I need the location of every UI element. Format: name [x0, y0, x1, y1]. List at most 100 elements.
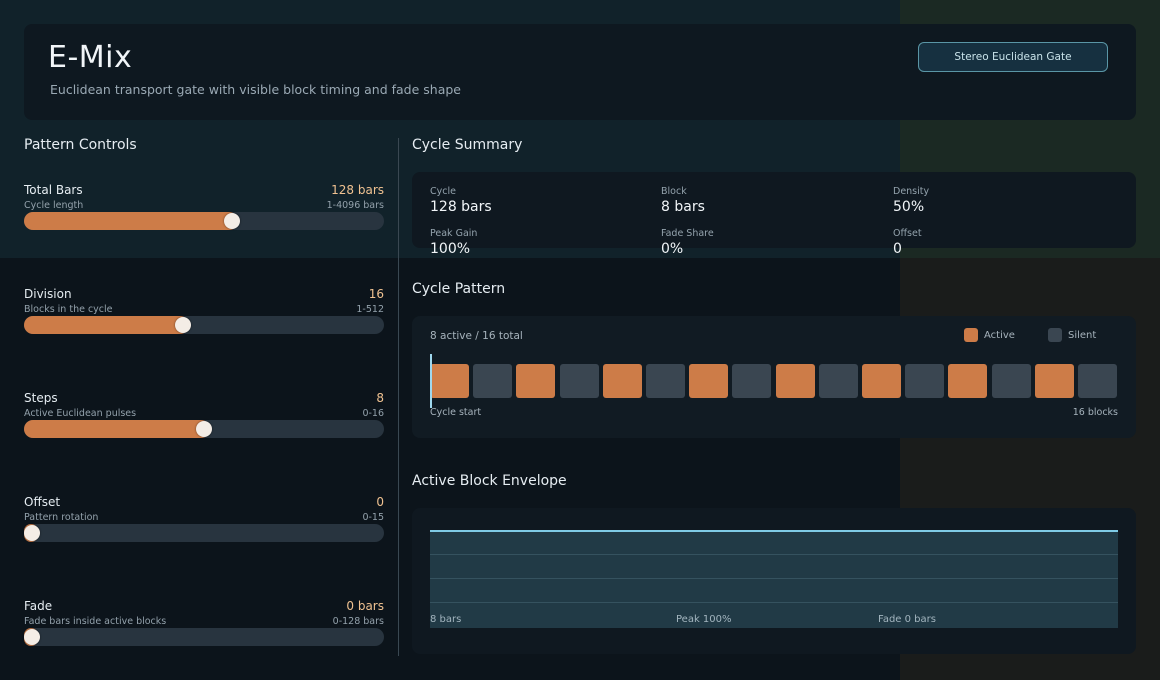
silent-block [473, 364, 513, 398]
slider-thumb[interactable] [175, 317, 192, 333]
active-swatch [964, 328, 978, 342]
fade-slider[interactable] [24, 628, 384, 646]
control-description: Active Euclidean pulses [24, 408, 137, 419]
legend-label: Active [984, 329, 1015, 341]
stat-peak-gain: Peak Gain 100% [430, 228, 650, 257]
app-title: E-Mix [48, 40, 133, 75]
active-count: 8 active / 16 total [430, 330, 523, 342]
stat-label: Offset [893, 228, 922, 239]
envelope-plot [430, 530, 1118, 628]
stat-value: 128 bars [430, 199, 492, 215]
division-control: Division 16 Blocks in the cycle 1-512 [24, 287, 384, 347]
stat-cycle: Cycle 128 bars [430, 186, 650, 215]
total-bars-control: Total Bars 128 bars Cycle length 1-4096 … [24, 183, 384, 243]
cycle-pattern-title: Cycle Pattern [412, 281, 506, 297]
control-label: Steps [24, 391, 58, 405]
total-bars-slider[interactable] [24, 212, 384, 230]
envelope-length-label: 8 bars [430, 614, 462, 625]
envelope-line [430, 530, 1118, 532]
column-divider [398, 138, 399, 656]
cycle-pattern-card: 8 active / 16 total Active Silent Cycle … [412, 316, 1136, 438]
stat-label: Fade Share [661, 228, 714, 239]
division-slider[interactable] [24, 316, 384, 334]
stat-value: 0 [893, 241, 902, 257]
active-block [775, 364, 815, 398]
control-range: 1-4096 bars [326, 200, 384, 211]
pattern-controls-title: Pattern Controls [24, 137, 137, 153]
offset-control: Offset 0 Pattern rotation 0-15 [24, 495, 384, 555]
cycle-start-marker [430, 354, 432, 408]
steps-control: Steps 8 Active Euclidean pulses 0-16 [24, 391, 384, 451]
cycle-start-label: Cycle start [430, 407, 482, 418]
control-range: 0-128 bars [332, 616, 384, 627]
app-header: E-Mix Euclidean transport gate with visi… [24, 24, 1136, 120]
slider-thumb[interactable] [24, 629, 40, 645]
steps-slider[interactable] [24, 420, 384, 438]
slider-thumb[interactable] [223, 213, 240, 229]
control-range: 0-16 [362, 408, 384, 419]
active-block [602, 364, 642, 398]
control-value: 0 [376, 495, 384, 509]
slider-fill [24, 316, 190, 334]
slider-thumb[interactable] [24, 525, 40, 541]
envelope-fade-label: Fade 0 bars [878, 614, 936, 625]
control-label: Fade [24, 599, 53, 613]
app-subtitle: Euclidean transport gate with visible bl… [50, 82, 461, 97]
stat-label: Cycle [430, 186, 456, 197]
block-count-label: 16 blocks [1072, 407, 1118, 418]
stat-value: 8 bars [661, 199, 705, 215]
stat-density: Density 50% [893, 186, 1113, 215]
envelope-card: 8 bars Peak 100% Fade 0 bars [412, 508, 1136, 654]
control-label: Offset [24, 495, 61, 509]
silent-block [818, 364, 858, 398]
cycle-summary-card: Cycle 128 bars Block 8 bars Density 50% … [412, 172, 1136, 257]
stat-value: 100% [430, 241, 471, 257]
silent-block [991, 364, 1031, 398]
control-label: Division [24, 287, 72, 301]
grid-line [430, 554, 1118, 555]
active-block [1034, 364, 1074, 398]
silent-swatch [1048, 328, 1062, 342]
active-block [862, 364, 901, 398]
stat-label: Density [893, 186, 930, 197]
stat-value: 50% [893, 199, 925, 215]
stat-value: 0% [661, 241, 684, 257]
control-range: 0-15 [362, 512, 384, 523]
legend-silent: Silent [1048, 328, 1096, 342]
stat-block: Block 8 bars [661, 186, 881, 215]
silent-block [646, 364, 685, 398]
envelope-peak-label: Peak 100% [676, 614, 732, 625]
control-range: 1-512 [356, 304, 384, 315]
slider-thumb[interactable] [196, 421, 212, 437]
control-value: 8 [376, 391, 384, 405]
grid-line [430, 578, 1118, 579]
slider-fill [24, 212, 238, 230]
stat-fade-share: Fade Share 0% [661, 228, 881, 257]
stereo-euclidean-gate-button[interactable]: Stereo Euclidean Gate [918, 42, 1108, 72]
silent-block [905, 364, 945, 398]
active-block [430, 364, 469, 398]
silent-block [1078, 364, 1117, 398]
control-description: Pattern rotation [24, 512, 99, 523]
grid-line [430, 602, 1118, 603]
silent-block [559, 364, 599, 398]
control-value: 0 bars [346, 599, 384, 613]
control-description: Fade bars inside active blocks [24, 616, 167, 627]
stat-label: Block [661, 186, 687, 197]
cycle-summary-title: Cycle Summary [412, 137, 523, 153]
slider-fill [24, 420, 210, 438]
active-block [689, 364, 729, 398]
legend-label: Silent [1068, 329, 1097, 341]
control-value: 16 [368, 287, 384, 301]
stat-offset: Offset 0 [893, 228, 1113, 257]
control-description: Blocks in the cycle [24, 304, 113, 315]
envelope-title: Active Block Envelope [412, 473, 567, 489]
offset-slider[interactable] [24, 524, 384, 542]
control-label: Total Bars [24, 183, 83, 197]
active-block [516, 364, 556, 398]
fade-control: Fade 0 bars Fade bars inside active bloc… [24, 599, 384, 659]
control-value: 128 bars [331, 183, 384, 197]
legend-active: Active [964, 328, 1015, 342]
control-description: Cycle length [24, 200, 84, 211]
stat-label: Peak Gain [430, 228, 478, 239]
